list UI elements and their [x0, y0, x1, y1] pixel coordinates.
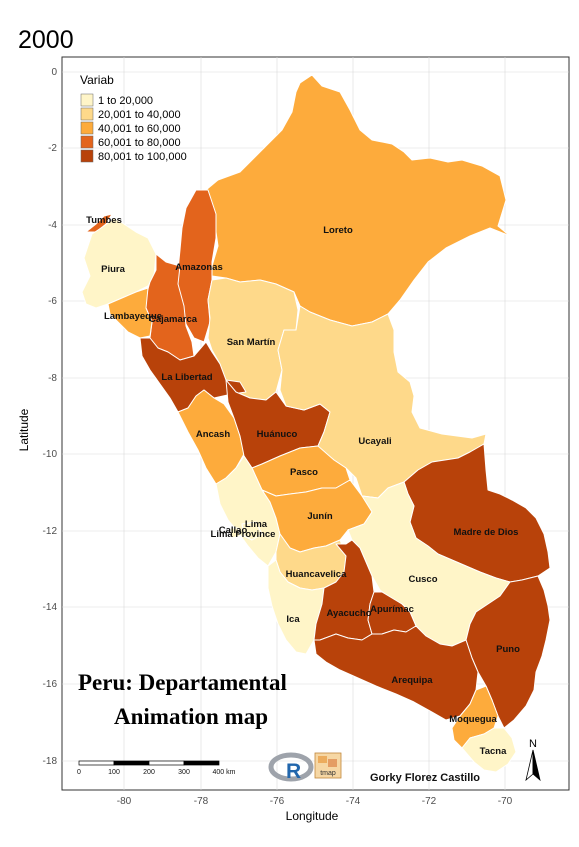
x-axis-title: Longitude: [286, 809, 339, 823]
y-tick: -14: [43, 602, 58, 613]
label-pasco: Pasco: [290, 467, 318, 478]
legend-swatch: [80, 149, 94, 163]
legend-swatch: [80, 93, 94, 107]
x-tick: -80: [117, 796, 132, 807]
legend-title: Variab: [80, 73, 114, 87]
y-tick: -6: [48, 296, 57, 307]
label-lima-province: Lima Province: [211, 529, 276, 540]
legend-swatch: [80, 121, 94, 135]
label-madre-de-dios: Madre de Dios: [454, 527, 519, 538]
region-san-martin: [207, 277, 299, 401]
legend-swatch: [80, 135, 94, 149]
legend-label: 1 to 20,000: [98, 95, 153, 107]
legend-label: 60,001 to 80,000: [98, 137, 181, 149]
region-arequipa: [313, 625, 479, 721]
y-tick: 0: [51, 67, 57, 78]
scale-bar: 0 100 200 300 400 km: [77, 760, 236, 776]
label-lambayeque: Lambayeque: [104, 311, 162, 322]
tmap-logo-text: tmap: [320, 770, 336, 777]
label-piura: Piura: [101, 264, 125, 275]
scale-label: 0: [77, 769, 81, 776]
y-tick-labels: 0 -2 -4 -6 -8 -10 -12 -14 -16 -18: [43, 67, 58, 767]
label-tumbes: Tumbes: [86, 215, 122, 226]
region-amazonas: [175, 189, 217, 343]
x-tick: -72: [422, 796, 437, 807]
label-tacna: Tacna: [480, 746, 507, 757]
region-labels: Loreto Tumbes Piura Amazonas Lambayeque …: [86, 215, 520, 757]
y-tick: -10: [43, 449, 58, 460]
y-tick: -18: [43, 756, 58, 767]
label-ica: Ica: [286, 614, 300, 625]
scale-label: 200: [143, 769, 155, 776]
label-moquegua: Moquegua: [449, 714, 497, 725]
label-huancavelica: Huancavelica: [286, 569, 347, 580]
label-callao: Callao: [219, 525, 248, 536]
y-tick: -4: [48, 220, 57, 231]
north-label: N: [529, 738, 537, 750]
y-tick: -12: [43, 526, 58, 537]
label-san-martin: San Martín: [227, 337, 276, 348]
label-ayacucho: Ayacucho: [326, 608, 371, 619]
r-logo-icon: R: [268, 752, 314, 783]
r-logo-letter: R: [286, 760, 301, 783]
author-credit: Gorky Florez Castillo: [370, 772, 480, 784]
legend-label: 80,001 to 100,000: [98, 151, 187, 163]
map-title-line1: Peru: Departamental: [78, 670, 287, 695]
label-arequipa: Arequipa: [391, 675, 433, 686]
region-lima-province: [241, 521, 263, 541]
label-amazonas: Amazonas: [175, 262, 223, 273]
region-callao: [229, 527, 241, 539]
label-ancash: Ancash: [196, 429, 231, 440]
scale-label: 100: [108, 769, 120, 776]
region-la-libertad: [139, 337, 247, 413]
legend-label: 20,001 to 40,000: [98, 109, 181, 121]
x-tick: -76: [270, 796, 285, 807]
year-title: 2000: [18, 26, 74, 54]
y-axis-title: Latitude: [17, 408, 31, 451]
scale-label: 300: [178, 769, 190, 776]
x-tick: -70: [498, 796, 513, 807]
map-title-line2: Animation map: [114, 704, 268, 729]
scale-label: 400 km: [213, 769, 236, 776]
north-arrow-icon: N: [525, 738, 541, 782]
label-huanuco: Huánuco: [257, 429, 298, 440]
legend-label: 40,001 to 60,000: [98, 123, 181, 135]
label-junin: Junín: [307, 511, 333, 522]
label-apurimac: Apurímac: [370, 604, 414, 615]
legend: Variab 1 to 20,000 20,001 to 40,000 40,0…: [80, 73, 187, 163]
label-ucayali: Ucayali: [358, 436, 391, 447]
legend-swatch: [80, 107, 94, 121]
label-cajamarca: Cajamarca: [149, 314, 198, 325]
y-tick: -2: [48, 143, 57, 154]
region-lambayeque: [107, 287, 153, 339]
tmap-logo-icon: tmap: [314, 752, 342, 779]
label-lima: Lima: [245, 519, 268, 530]
x-tick: -74: [346, 796, 361, 807]
x-tick-labels: -80 -78 -76 -74 -72 -70: [117, 796, 513, 807]
x-tick: -78: [194, 796, 209, 807]
y-tick: -8: [48, 373, 57, 384]
y-tick: -16: [43, 679, 58, 690]
label-loreto: Loreto: [323, 225, 353, 236]
label-la-libertad: La Libertad: [161, 372, 212, 383]
label-puno: Puno: [496, 644, 520, 655]
region-tacna: [461, 727, 517, 773]
label-cusco: Cusco: [408, 574, 437, 585]
